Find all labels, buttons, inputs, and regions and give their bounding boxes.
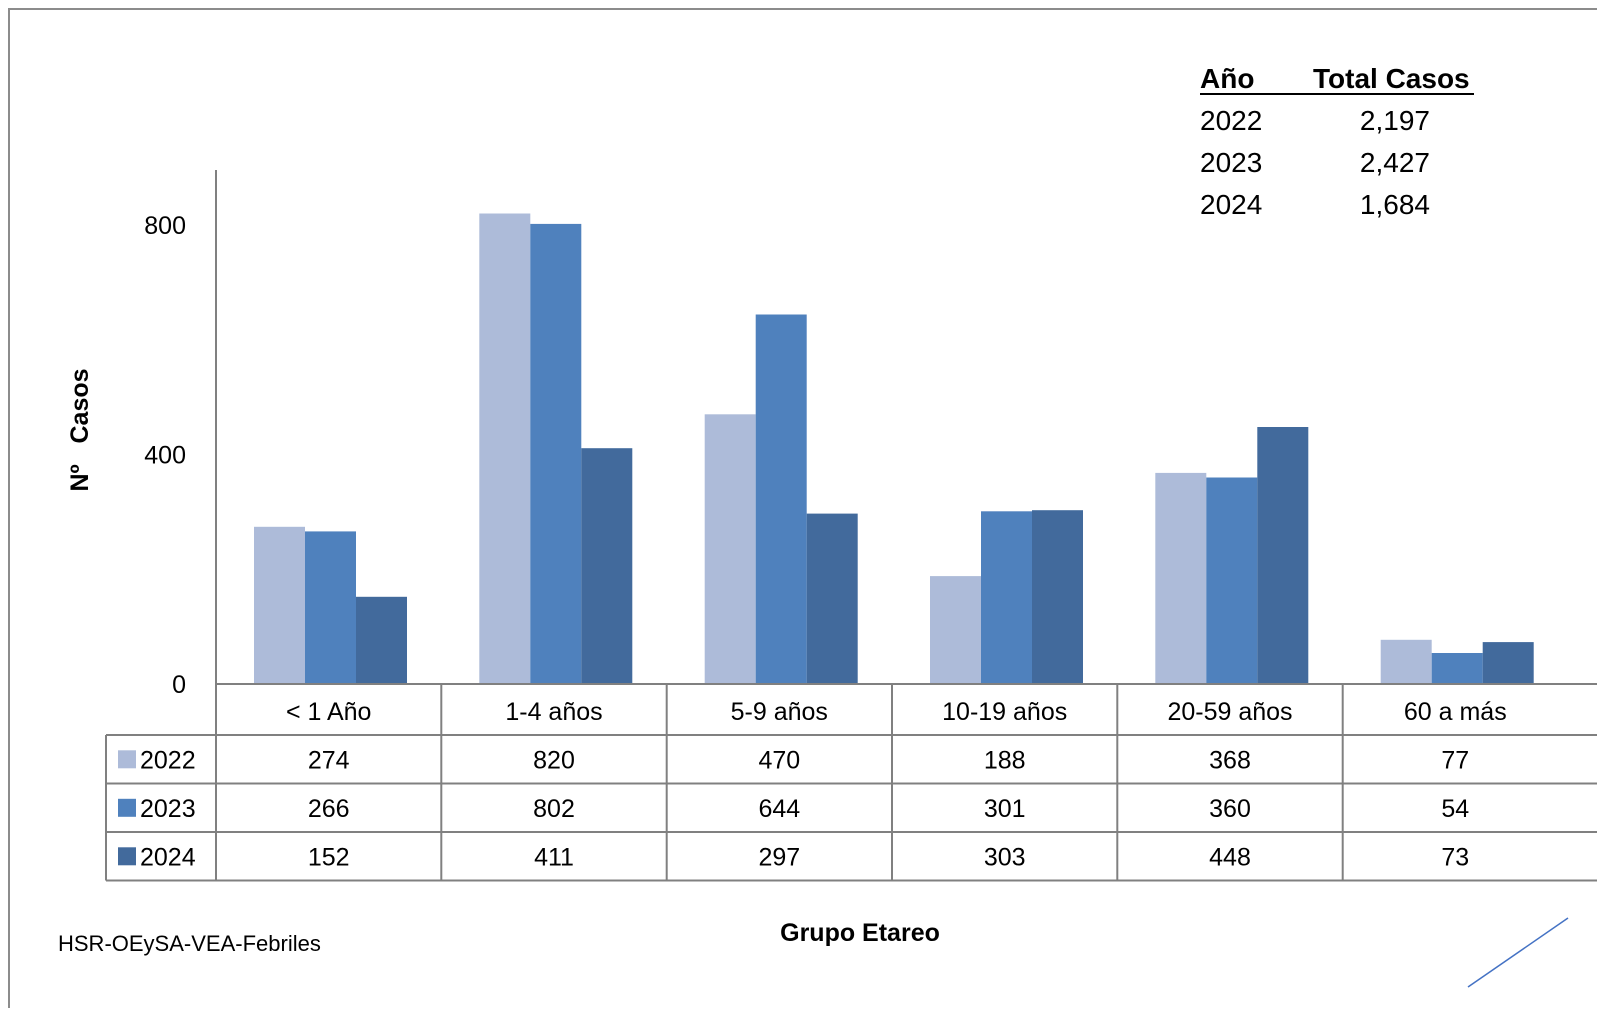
table-cell-value: 820 [533,746,575,774]
table-cell-value: 54 [1441,795,1469,823]
table-cell-value: 448 [1209,843,1251,871]
x-axis-title: Grupo Etareo [780,919,940,947]
bar-2023-5 [1206,477,1258,684]
bar-2024-6 [1482,642,1534,684]
legend-label: 2023 [140,795,196,823]
bar-2024-2 [581,448,633,684]
category-label: 10-19 años [942,698,1067,726]
table-cell-value: 266 [308,795,350,823]
bar-2023-1 [305,531,356,684]
table-cell-value: 77 [1441,746,1469,774]
totals-row-year: 2023 [1200,147,1262,178]
totals-row-year: 2024 [1200,189,1262,220]
axis-layer: 0 400 800 [144,170,1597,699]
source-note: HSR-OEySA-VEA-Febriles [58,931,321,956]
totals-row-year: 2022 [1200,105,1262,136]
table-cell-value: 301 [984,795,1026,823]
bar-2023-6 [1431,653,1483,684]
category-label: < 1 Año [286,698,372,726]
totals-table: Año Total Casos 2022 2,197 2023 2,427 20… [1200,63,1474,220]
table-cell-value: 73 [1441,843,1469,871]
bar-2024-3 [806,513,858,684]
totals-row-total: 1,684 [1360,189,1430,220]
bar-2022-1 [254,526,305,684]
legend-key-2023 [118,798,136,817]
table-cell-value: 360 [1209,795,1251,823]
bars-layer [254,213,1534,684]
bar-2024-5 [1257,427,1309,684]
table-cell-value: 303 [984,843,1026,871]
category-label: 5-9 años [731,698,828,726]
bar-2024-1 [356,596,407,684]
decorative-diagonal-line [1467,917,1569,988]
bar-2022-3 [704,414,756,684]
totals-row-total: 2,197 [1360,105,1430,136]
table-cell-value: 368 [1209,746,1251,774]
table-cell-value: 411 [534,843,574,871]
table-cell-value: 152 [308,843,350,871]
bar-2023-3 [755,314,807,684]
legend-label: 2024 [140,843,196,871]
y-tick-label: 400 [144,442,186,470]
legend-key-2022 [118,750,136,769]
table-cell-value: 802 [533,795,575,823]
table-cell-value: 274 [308,746,350,774]
totals-row-total: 2,427 [1360,147,1430,178]
bar-2022-6 [1380,639,1432,684]
table-cell-value: 188 [984,746,1026,774]
table-cell-value: 644 [758,795,800,823]
y-tick-label: 0 [172,671,186,699]
y-axis-title: Nº Casos [66,368,94,491]
legend-key-2024 [118,847,136,866]
table-cell-value: 297 [758,843,800,871]
category-label: 1-4 años [505,698,602,726]
category-label: 20-59 años [1167,698,1292,726]
totals-header-total: Total Casos [1313,63,1470,94]
table-cell-value: 470 [758,746,800,774]
bar-2023-4 [981,511,1032,684]
data-table: < 1 Año 1-4 años 5-9 años 10-19 años 20-59 a… [105,684,1597,882]
y-tick-label: 800 [144,212,186,240]
bar-2022-2 [479,213,531,684]
legend-label: 2022 [140,746,196,774]
bar-2023-2 [530,223,582,684]
bar-2024-4 [1032,510,1083,684]
totals-header-year: Año [1200,63,1254,94]
bar-2022-4 [930,576,981,684]
category-label: 60 a más [1404,698,1507,726]
bar-2022-5 [1155,472,1207,684]
